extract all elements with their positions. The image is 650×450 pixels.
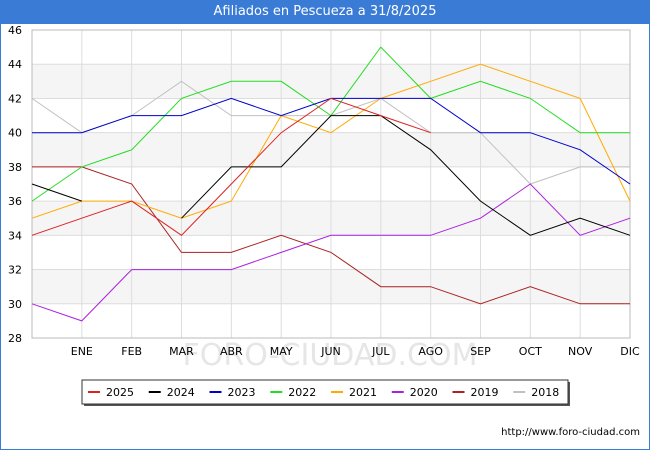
x-tick-label: DIC (620, 345, 640, 358)
series-line-2025 (31, 97, 431, 236)
y-tick-label: 36 (8, 195, 22, 208)
x-tick-label: MAY (270, 345, 293, 358)
y-axis-ticks: 28 30 32 34 36 38 40 42 44 46 (8, 24, 22, 345)
y-tick-label: 46 (8, 24, 22, 37)
legend-label-2019: 2019 (471, 386, 499, 399)
source-url: http://www.foro-ciudad.com (501, 427, 640, 438)
x-tick-label: ABR (220, 345, 243, 358)
x-tick-label: AGO (418, 345, 443, 358)
y-tick-label: 34 (8, 229, 22, 242)
legend-box (81, 379, 569, 405)
series-lines (31, 46, 631, 322)
series-line-2024 (31, 115, 631, 236)
legend-label-2024: 2024 (167, 386, 195, 399)
y-tick-label: 30 (8, 298, 22, 311)
x-tick-label: JUL (371, 345, 390, 358)
legend-label-2022: 2022 (288, 386, 316, 399)
y-tick-label: 28 (8, 332, 22, 345)
legend-label-2018: 2018 (531, 386, 559, 399)
y-tick-label: 38 (8, 161, 22, 174)
y-tick-label: 32 (8, 264, 22, 277)
legend: 2025 2024 2023 2022 2021 2020 2019 2018 (81, 379, 570, 406)
x-axis-ticks: ENE FEB MAR ABR MAY JUN JUL AGO SEP OCT NOV DIC (71, 345, 640, 358)
series-line-2020 (31, 183, 631, 322)
x-tick-label: NOV (568, 345, 593, 358)
x-tick-label: JUN (320, 345, 341, 358)
legend-label-2025: 2025 (106, 386, 134, 399)
legend-label-2023: 2023 (228, 386, 256, 399)
y-tick-label: 40 (8, 127, 22, 140)
x-tick-label: OCT (519, 345, 542, 358)
x-tick-label: FEB (121, 345, 142, 358)
x-tick-label: SEP (470, 345, 491, 358)
x-tick-label: ENE (71, 345, 93, 358)
y-tick-label: 44 (8, 58, 22, 71)
chart-title: Afiliados en Pescueza a 31/8/2025 (0, 0, 650, 24)
series-line-2019 (32, 166, 630, 305)
x-tick-label: MAR (169, 345, 194, 358)
watermark: FORO-CIUDAD.COM (183, 338, 478, 373)
legend-label-2020: 2020 (410, 386, 438, 399)
y-tick-label: 42 (8, 92, 22, 105)
legend-label-2021: 2021 (349, 386, 377, 399)
